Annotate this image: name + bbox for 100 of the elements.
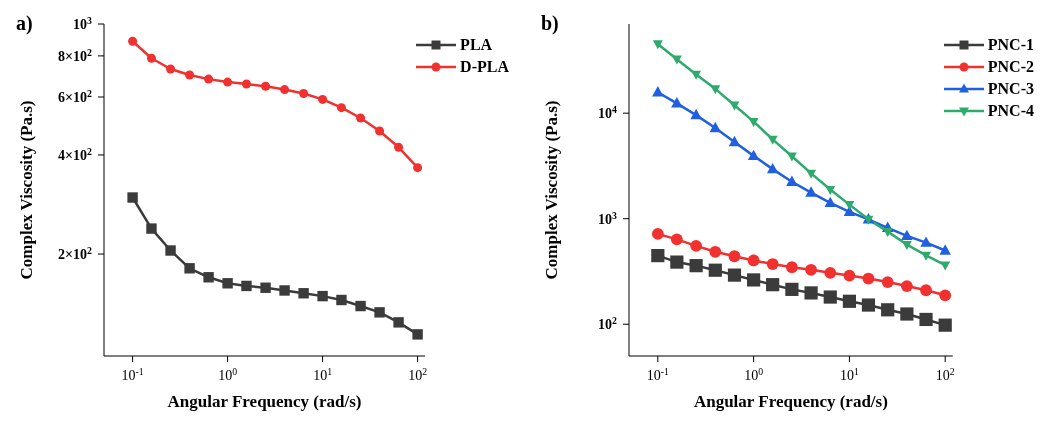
point [823,290,837,304]
x-tick-label: 10$^{2}$ [408,365,428,383]
point [241,79,251,89]
y-axis-title: Complex Viscosity (Pa.s) [17,100,37,280]
point [260,282,271,293]
point [709,245,722,258]
point [651,227,664,240]
point [394,142,404,152]
y-tick-label: 10$^{3}$ [73,14,93,32]
y-tick-label: 6×10$^{2}$ [58,87,93,106]
point [165,245,176,256]
point [900,280,913,292]
point [318,94,328,104]
point [824,266,837,279]
chart-title: a) [16,12,33,35]
point [786,175,798,186]
point [393,317,404,328]
point [184,263,195,274]
point [825,185,836,195]
point [766,258,779,270]
x-tick-label: 10$^{-1}$ [121,365,144,383]
x-axis-title: Angular Frequency (rad/s) [693,392,888,411]
point [881,303,895,317]
point [689,259,703,273]
chart-title: b) [541,12,559,35]
legend-label: D-PLA [460,58,509,76]
point [413,163,423,173]
point [921,251,931,261]
point [671,97,683,108]
x-tick-label: 10$^{2}$ [935,365,955,383]
point [843,269,856,282]
point [652,85,664,97]
point [223,77,233,87]
point [241,280,252,292]
y-tick-label: 10$^{4}$ [598,103,618,122]
point [146,53,156,63]
y-tick-label: 2×10$^{2}$ [58,244,93,263]
point [355,300,366,312]
point [708,263,722,277]
point [128,36,138,46]
point [824,196,836,208]
point [651,249,665,263]
point [146,223,157,234]
point [336,103,346,113]
point [919,312,933,327]
point [785,282,799,296]
y-tick-label: 8×10$^{2}$ [58,46,93,64]
point [900,307,914,321]
point [786,261,798,274]
point [691,70,702,80]
point [280,85,290,95]
point [670,255,684,269]
point [882,228,893,238]
point [729,101,740,111]
point [766,278,780,292]
point [939,289,952,302]
point [861,298,876,312]
point [412,329,423,340]
point [940,261,951,271]
point [747,149,760,161]
point [279,285,290,296]
point [901,229,913,241]
point [938,318,952,332]
y-axis-title: Complex Viscosity (Pa.s) [542,100,562,280]
point [881,276,894,288]
point [805,186,817,197]
y-tick-label: 10$^{3}$ [598,209,618,227]
point [375,126,385,136]
point [203,272,214,283]
point [805,263,817,276]
point [920,236,932,247]
point [806,169,817,179]
point [727,268,742,282]
legend-label: PNC-1 [987,36,1034,54]
point [374,307,385,318]
point [728,250,741,263]
point [710,85,721,95]
point [842,294,857,308]
y-tick-label: 10$^{2}$ [598,314,618,333]
point [747,254,760,267]
point [317,290,328,302]
point [767,135,778,145]
point [804,286,818,300]
point [222,278,233,289]
point [766,162,779,174]
point [204,74,214,84]
y-tick-label: 4×10$^{2}$ [58,145,93,163]
legend-label: PNC-4 [987,102,1034,120]
point [127,192,138,203]
point [747,273,761,287]
point [920,284,932,297]
point [298,288,309,299]
x-tick-label: 10$^{1}$ [313,365,333,383]
point [709,121,722,133]
point [939,244,951,255]
point [356,113,366,123]
x-tick-label: 10$^{0}$ [218,365,238,383]
x-axis-title: Angular Frequency (rad/s) [167,392,362,411]
point [185,70,195,80]
point [844,201,855,211]
